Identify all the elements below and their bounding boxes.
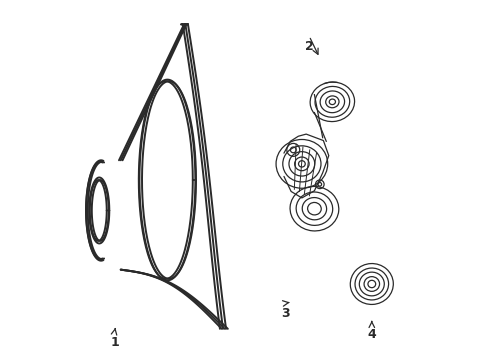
Text: 1: 1 — [110, 336, 119, 348]
Text: 2: 2 — [304, 40, 313, 53]
Text: 3: 3 — [281, 307, 289, 320]
Text: 4: 4 — [366, 328, 375, 341]
